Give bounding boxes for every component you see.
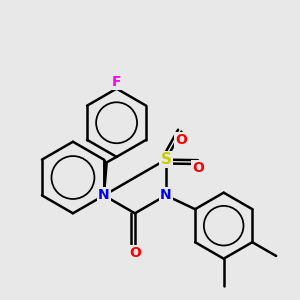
Text: N: N bbox=[160, 188, 172, 203]
Text: O: O bbox=[129, 247, 141, 260]
Text: S: S bbox=[160, 152, 171, 167]
Text: F: F bbox=[112, 75, 121, 89]
Text: N: N bbox=[98, 188, 110, 203]
Text: O: O bbox=[176, 133, 188, 147]
Text: O: O bbox=[192, 161, 204, 176]
